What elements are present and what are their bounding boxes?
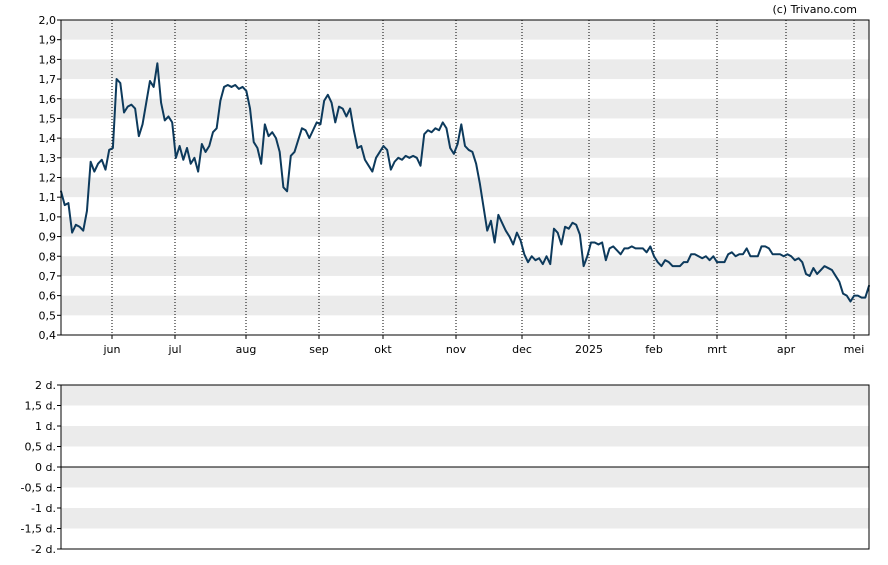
dividend-y-tick-label: 2 d. — [35, 379, 56, 392]
dividend-y-tick-label: -0,5 d. — [21, 482, 56, 495]
dividend-y-tick-label: -1 d. — [31, 502, 56, 515]
price-x-tick-label: dec — [512, 343, 532, 356]
price-y-tick-label: 1,5 — [39, 112, 57, 125]
price-x-tick-label: sep — [309, 343, 328, 356]
price-y-tick-label: 1,2 — [39, 172, 57, 185]
price-y-tick-label: 1,6 — [39, 93, 57, 106]
dividend-chart-band — [61, 508, 869, 529]
dividend-chart: 2 d. 1,5 d. 1 d. 0,5 d. 0 d. -0,5 d. -1 d. -1,5… — [21, 379, 870, 556]
price-x-tick-label: feb — [645, 343, 663, 356]
price-x-tick-label: nov — [446, 343, 467, 356]
price-y-tick-label: 1,4 — [39, 132, 57, 145]
dividend-y-tick-label: -2 d. — [31, 543, 56, 556]
price-x-tick-label: mei — [844, 343, 865, 356]
price-y-tick-label: 2,0 — [39, 14, 57, 27]
price-y-tick-label: 0,4 — [39, 329, 57, 342]
dividend-chart-band — [61, 467, 869, 488]
price-y-tick-label: 0,5 — [39, 309, 57, 322]
price-series-line — [60, 62, 870, 303]
dividend-y-tick-label: 0,5 d. — [25, 441, 56, 454]
price-chart-band — [61, 59, 869, 80]
credit-text: (c) Trivano.com — [772, 3, 857, 16]
price-chart: 2,0 1,9 1,8 1,7 1,6 1,5 1,4 1,3 1,2 1,1 1,0 0,9 0,8 0… — [39, 14, 870, 356]
price-y-tick-label: 1,9 — [39, 34, 57, 47]
price-chart-band — [61, 177, 869, 198]
price-chart-bands — [61, 20, 869, 316]
price-chart-band — [61, 256, 869, 276]
price-x-tick-label: okt — [374, 343, 392, 356]
price-x-tick-label: apr — [777, 343, 796, 356]
price-chart-band — [61, 20, 869, 40]
dividend-y-tick-label: 0 d. — [35, 461, 56, 474]
price-y-tick-label: 1,7 — [39, 73, 57, 86]
dividend-chart-y-ticks: 2 d. 1,5 d. 1 d. 0,5 d. 0 d. -0,5 d. -1 d. -1,5… — [21, 379, 61, 556]
price-y-tick-label: 0,9 — [39, 231, 57, 244]
price-chart-x-ticks: jun jul aug sep okt nov dec 2025 feb mrt apr mei — [103, 335, 865, 356]
price-x-tick-label: 2025 — [575, 343, 603, 356]
price-y-tick-label: 0,7 — [39, 270, 57, 283]
dividend-chart-bands — [61, 385, 869, 529]
price-chart-y-ticks: 2,0 1,9 1,8 1,7 1,6 1,5 1,4 1,3 1,2 1,1 1,0 0,9 0,8 0… — [39, 14, 61, 342]
price-chart-band — [61, 295, 869, 316]
price-x-tick-label: jun — [103, 343, 121, 356]
price-y-tick-label: 1,3 — [39, 152, 57, 165]
price-y-tick-label: 1,8 — [39, 53, 57, 66]
dividend-y-tick-label: -1,5 d. — [21, 523, 56, 536]
price-chart-frame — [60, 19, 870, 336]
dividend-chart-frame — [60, 384, 870, 550]
price-x-tick-label: jul — [167, 343, 181, 356]
price-x-tick-label: aug — [236, 343, 257, 356]
price-y-tick-label: 1,1 — [39, 191, 57, 204]
dividend-y-tick-label: 1,5 d. — [25, 400, 56, 413]
dividend-y-tick-label: 1 d. — [35, 420, 56, 433]
dividend-chart-band — [61, 426, 869, 447]
price-y-tick-label: 1,0 — [39, 211, 57, 224]
price-chart-band — [61, 216, 869, 237]
dividend-chart-band — [61, 385, 869, 406]
price-x-tick-label: mrt — [707, 343, 727, 356]
price-chart-band — [61, 98, 869, 119]
price-y-tick-label: 0,6 — [39, 290, 57, 303]
price-y-tick-label: 0,8 — [39, 250, 57, 263]
